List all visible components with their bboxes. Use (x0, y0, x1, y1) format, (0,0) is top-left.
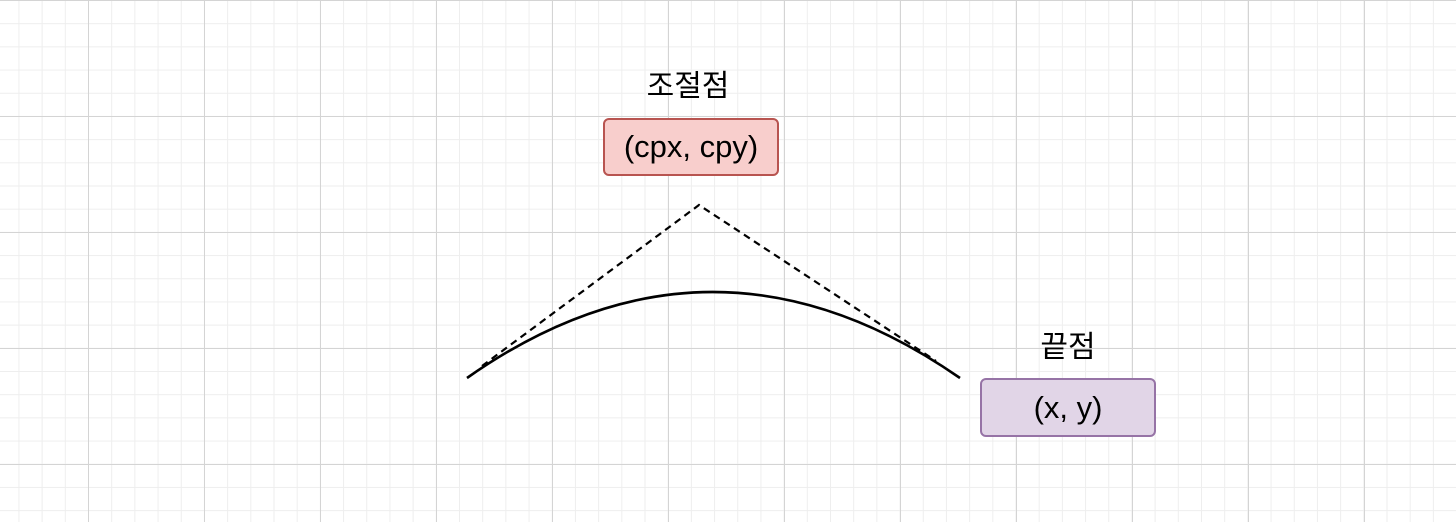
end-point-label: 끝점 (1040, 330, 1096, 365)
control-guide-lines (481, 203, 937, 367)
control-point-label: 조절점 (646, 69, 730, 104)
quadratic-curve (466, 290, 961, 380)
control-point-box: (cpx, cpy) (603, 118, 779, 176)
end-point-box: (x, y) (980, 378, 1156, 437)
